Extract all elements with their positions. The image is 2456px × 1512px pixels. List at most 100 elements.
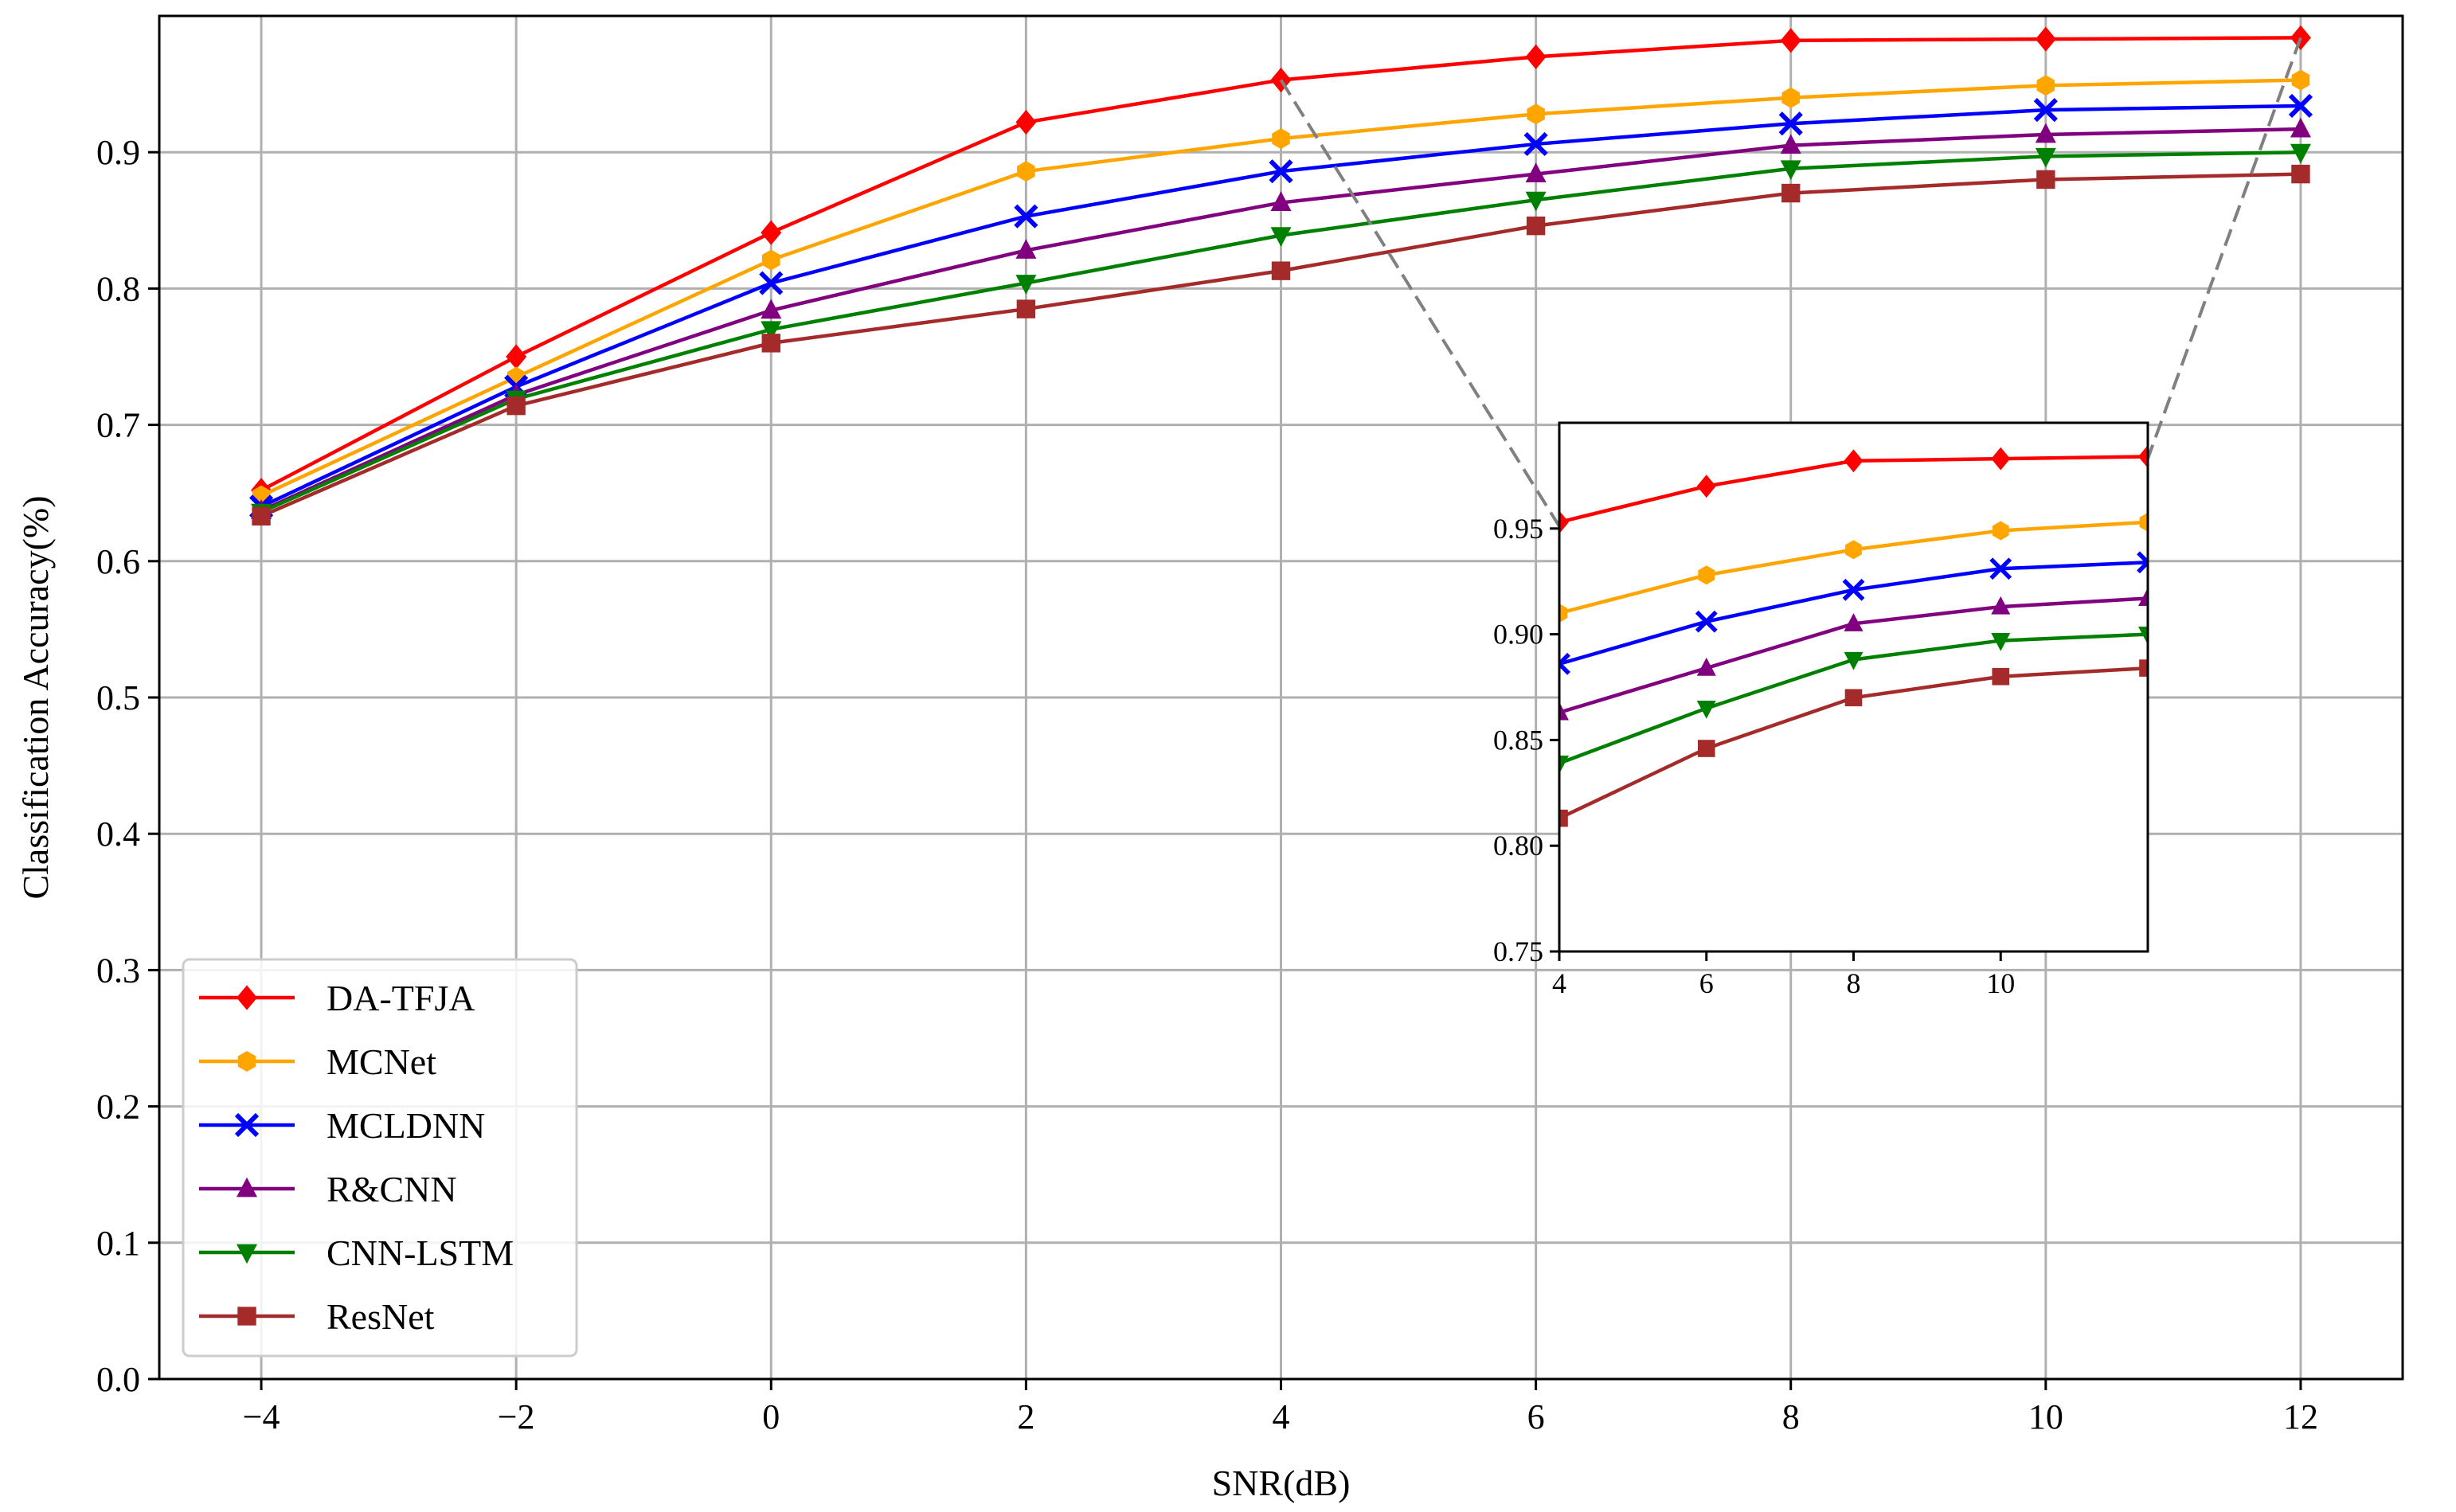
data-point [1991,632,2011,651]
x-tick-label: 12 [2283,1397,2318,1436]
y-tick-label: 0.0 [96,1360,140,1399]
data-point [1526,216,1546,236]
data-point [1559,701,1569,721]
x-tick-label: 6 [1527,1397,1545,1436]
data-point [1525,191,1547,212]
legend-box [182,958,578,1358]
data-point [2288,93,2313,119]
data-point [761,334,780,353]
data-point [2291,164,2310,184]
data-point [1844,651,1864,670]
data-point [761,321,782,342]
x-axis-label: SNR(dB) [1212,1463,1351,1503]
inset-y-tick-label: 0.95 [1493,513,1543,545]
data-point [506,396,526,416]
zoom-connector-lines [1279,37,2302,528]
y-tick-label: 0.5 [96,678,140,717]
data-point [2035,123,2056,143]
data-point [1525,44,1547,69]
data-point [2138,627,2148,645]
y-tick-label: 0.3 [96,951,140,990]
data-point [761,299,782,319]
inset-y-tick-label: 0.85 [1493,724,1543,756]
y-tick-label: 0.9 [96,133,140,172]
main-axis-ticks: −4 −2 0 2 4 6 8 10 12 0.0 0.1 0.2 0.3 0.4 0.5 0.6 0.7 0.8… [96,133,2318,1436]
x-tick-label: 0 [762,1397,780,1436]
y-tick-label: 0.2 [96,1088,140,1127]
legend-label: MCNet [327,1041,436,1082]
inset-series-mcnet [1559,512,2148,623]
legend-entry: CNN-LSTM [199,1233,514,1273]
data-point [2033,98,2058,123]
data-point [1016,299,1036,318]
inset-series-mcldnn [1559,551,2148,675]
data-point [759,271,784,295]
data-point [1780,134,1801,154]
inset-background [1559,423,2148,951]
data-point [1780,160,1801,181]
legend-entry: DA-TFJA [199,978,475,1018]
inset-series-group [1559,445,2148,827]
legend-entry: MCNet [199,1041,436,1082]
data-point [234,1112,260,1138]
inset-series-da-tfja [1559,445,2148,534]
data-point [1781,87,1800,108]
legend-label: CNN-LSTM [327,1233,514,1273]
data-point [2290,117,2311,138]
data-point [1559,652,1570,675]
data-point [1525,162,1547,182]
x-tick-label: 4 [1273,1397,1290,1436]
y-tick-label: 0.4 [96,815,140,854]
data-point [761,220,782,245]
data-point [1523,131,1548,156]
inset-series-r-cnn [1559,588,2148,721]
data-point [237,985,257,1010]
inset-x-tick-label: 10 [1986,967,2015,999]
data-point [2137,551,2148,574]
data-point [1696,657,1716,676]
data-point [1842,578,1865,601]
data-point [1015,275,1037,295]
data-point [1781,183,1801,203]
inset-series-cnn-lstm [1559,627,2148,774]
main-series-group [248,25,2313,526]
x-tick-label: 2 [1017,1397,1034,1436]
legend: DA-TFJA MCNet MCLDNN R&CNN CNN-LSTM ResNet [182,958,578,1358]
data-point [1989,557,2012,580]
data-point [1014,204,1038,229]
data-point [1844,689,1863,707]
data-point [1559,510,1569,534]
data-point [1991,596,2011,615]
data-point [1844,449,1864,473]
data-point [1844,613,1864,631]
x-tick-label: 10 [2028,1397,2063,1436]
zoom-connector-left [1279,79,1561,528]
x-tick-label: 8 [1782,1397,1800,1436]
legend-label: R&CNN [327,1169,457,1209]
data-point [1527,104,1545,125]
legend-label: DA-TFJA [327,978,475,1018]
data-point [237,1244,257,1264]
zoom-inset: 4 6 8 10 0.75 0.80 0.85 0.90 0.95 [1493,421,2149,999]
data-point [1015,239,1037,259]
data-point [1559,809,1568,827]
data-point [506,344,527,369]
series-resnet [252,164,2310,526]
data-point [1695,610,1718,633]
inset-x-tick-label: 6 [1699,967,1714,999]
data-point [2036,75,2055,96]
data-point [1991,447,2011,471]
data-point [1992,521,2009,541]
data-point [1270,227,1292,247]
x-tick-label: −2 [498,1397,535,1436]
inset-y-tick-label: 0.75 [1493,936,1543,967]
data-point [1272,128,1290,150]
data-point [1559,756,1569,774]
data-point [252,506,271,526]
data-point [1015,109,1037,135]
data-point [237,1177,257,1197]
data-point [1269,159,1293,184]
data-point [2036,170,2055,189]
data-point [2035,26,2056,52]
